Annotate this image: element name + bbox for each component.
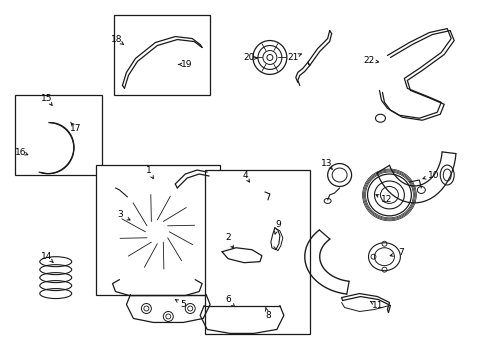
Text: 14: 14 bbox=[41, 252, 52, 261]
Text: 16: 16 bbox=[15, 148, 26, 157]
Text: 13: 13 bbox=[320, 158, 332, 167]
Text: 18: 18 bbox=[110, 35, 122, 44]
Text: 11: 11 bbox=[371, 301, 383, 310]
Text: 6: 6 bbox=[225, 295, 230, 304]
Text: 3: 3 bbox=[118, 210, 123, 219]
Text: 4: 4 bbox=[242, 171, 247, 180]
Text: 10: 10 bbox=[427, 171, 438, 180]
Bar bbox=[205, 170, 309, 334]
Text: 17: 17 bbox=[70, 124, 81, 133]
Text: 12: 12 bbox=[380, 195, 391, 204]
Text: 9: 9 bbox=[274, 220, 280, 229]
Bar bbox=[15, 95, 102, 175]
Text: 21: 21 bbox=[286, 53, 298, 62]
Text: 1: 1 bbox=[145, 166, 151, 175]
Text: 2: 2 bbox=[225, 233, 230, 242]
Text: 20: 20 bbox=[243, 53, 254, 62]
Text: 15: 15 bbox=[41, 94, 52, 103]
Text: 19: 19 bbox=[180, 60, 192, 69]
Text: 22: 22 bbox=[362, 56, 373, 65]
Text: 8: 8 bbox=[264, 311, 270, 320]
Bar bbox=[95, 165, 220, 294]
Text: 7: 7 bbox=[398, 248, 404, 257]
Text: 5: 5 bbox=[180, 300, 186, 309]
Bar bbox=[113, 15, 210, 95]
